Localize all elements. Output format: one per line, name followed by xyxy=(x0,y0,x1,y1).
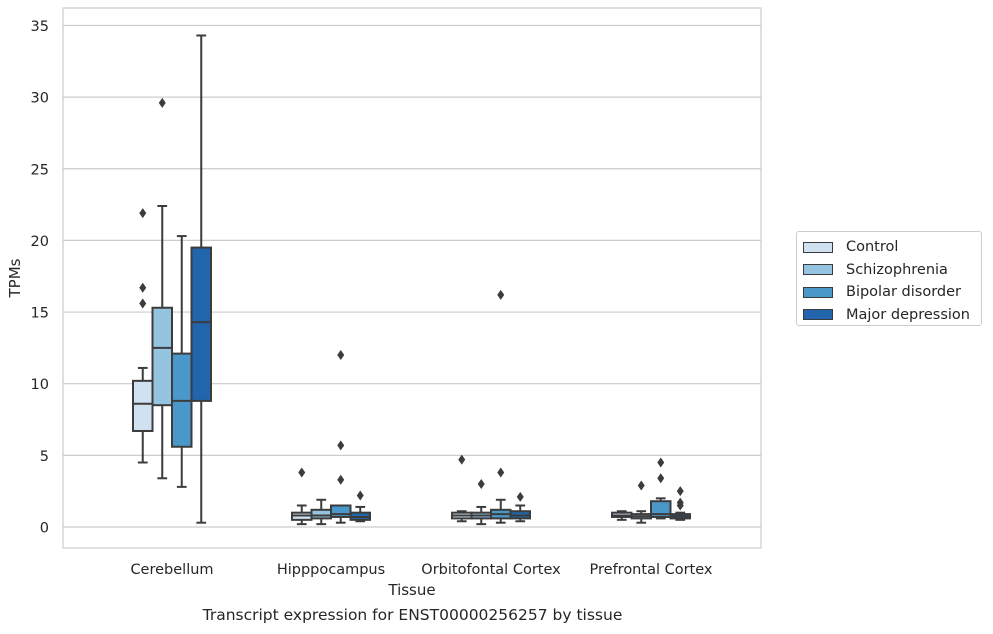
box-major-depression xyxy=(190,34,212,524)
outlier-point xyxy=(458,454,466,465)
figure-caption: Transcript expression for ENST0000025625… xyxy=(202,606,623,624)
outlier-point xyxy=(298,467,306,478)
legend-swatch xyxy=(803,241,833,253)
legend-item: Major depression xyxy=(803,304,981,327)
plot-frame xyxy=(62,7,762,549)
outlier-point xyxy=(516,491,524,502)
outlier-point xyxy=(497,289,505,300)
iqr-box xyxy=(310,508,332,520)
y-tick-label: 5 xyxy=(40,449,49,465)
legend-label: Schizophrenia xyxy=(846,261,948,278)
x-tick-label: Orbitofontal Cortex xyxy=(421,562,561,578)
legend-item: Control xyxy=(803,236,981,259)
box-major-depression xyxy=(509,491,531,523)
iqr-box xyxy=(132,379,154,432)
outlier-point xyxy=(497,467,505,478)
outlier-point xyxy=(676,486,684,497)
outlier-point xyxy=(139,282,147,293)
iqr-box xyxy=(650,500,672,518)
iqr-box xyxy=(330,504,352,518)
x-tick-label: Cerebellum xyxy=(130,562,213,578)
y-tick-label: 0 xyxy=(40,521,49,537)
outlier-point xyxy=(337,474,345,485)
x-tick-labels: Cerebellum Hipppocampus Orbitofontal Corte… xyxy=(130,562,712,578)
box-bipolar-disorder xyxy=(171,235,193,488)
box-major-depression xyxy=(669,486,691,521)
box-schizophrenia xyxy=(470,479,492,526)
outlier-point xyxy=(158,97,166,108)
box-schizophrenia xyxy=(310,498,332,526)
outlier-point xyxy=(337,440,345,451)
legend-swatch xyxy=(803,309,833,321)
box-schizophrenia xyxy=(151,97,173,480)
box-control xyxy=(132,208,154,464)
legend-item: Bipolar disorder xyxy=(803,281,981,304)
y-tick-label: 25 xyxy=(31,162,49,178)
outlier-point xyxy=(477,479,485,490)
box-major-depression xyxy=(349,490,371,523)
outlier-point xyxy=(657,473,665,484)
outlier-point xyxy=(337,350,345,361)
outlier-point xyxy=(139,298,147,309)
outlier-point xyxy=(139,208,147,219)
y-tick-label: 15 xyxy=(31,306,49,322)
y-tick-label: 10 xyxy=(31,377,49,393)
y-tick-label: 35 xyxy=(31,19,49,35)
iqr-box xyxy=(151,306,173,407)
x-tick-label: Hipppocampus xyxy=(277,562,385,578)
gridlines xyxy=(63,24,761,528)
legend-item: Schizophrenia xyxy=(803,259,981,282)
box-control xyxy=(291,467,313,526)
boxes xyxy=(132,34,691,526)
legend-swatch xyxy=(803,286,833,298)
legend-label: Control xyxy=(846,239,899,256)
legend-swatch xyxy=(803,264,833,276)
box-bipolar-disorder xyxy=(490,289,512,524)
y-tick-labels: 0 5 10 15 20 25 30 35 xyxy=(31,19,49,537)
box-schizophrenia xyxy=(630,480,652,524)
iqr-box xyxy=(190,246,212,402)
box-control xyxy=(451,454,473,523)
outlier-point xyxy=(657,457,665,468)
x-axis-label: Tissue xyxy=(387,581,435,599)
box-bipolar-disorder xyxy=(650,457,672,520)
legend-label: Bipolar disorder xyxy=(846,284,961,301)
y-axis-label: TPMs xyxy=(6,258,24,298)
legend: Control Schizophrenia Bipolar disorder Majo… xyxy=(796,231,982,326)
box-control xyxy=(611,510,633,521)
legend-label: Major depression xyxy=(846,306,970,323)
outlier-point xyxy=(676,500,684,511)
y-tick-label: 20 xyxy=(31,234,49,250)
outlier-point xyxy=(356,490,364,501)
outlier-point xyxy=(637,480,645,491)
x-tick-label: Prefrontal Cortex xyxy=(590,562,713,578)
box-bipolar-disorder xyxy=(330,350,352,524)
y-tick-label: 30 xyxy=(31,91,49,107)
